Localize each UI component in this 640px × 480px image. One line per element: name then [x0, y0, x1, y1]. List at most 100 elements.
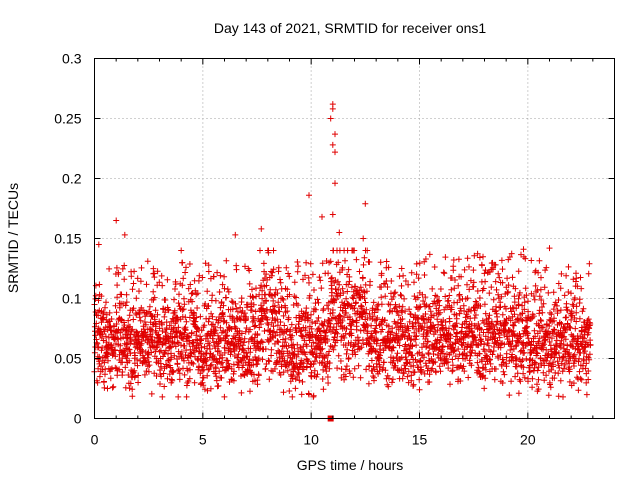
- data-point: [452, 340, 459, 347]
- data-point: [167, 343, 174, 350]
- data-point: [363, 366, 370, 373]
- data-point: [426, 371, 433, 378]
- data-point: [294, 268, 301, 275]
- data-point: [448, 286, 455, 293]
- data-point: [287, 326, 294, 333]
- data-point: [319, 345, 326, 352]
- data-point: [103, 299, 109, 306]
- data-point-outlier: [416, 386, 423, 393]
- data-point: [131, 268, 138, 275]
- data-point: [272, 332, 279, 339]
- data-point: [146, 340, 153, 347]
- data-point: [424, 324, 431, 331]
- data-point: [382, 293, 389, 300]
- data-point: [181, 343, 188, 349]
- data-point: [407, 337, 414, 344]
- data-point: [521, 349, 528, 356]
- data-point: [106, 265, 113, 272]
- data-point: [176, 370, 183, 377]
- data-point: [346, 278, 353, 285]
- data-point-outlier: [178, 247, 185, 254]
- data-point: [182, 327, 189, 334]
- data-point: [559, 368, 566, 375]
- data-point: [132, 373, 138, 380]
- data-point: [435, 321, 442, 328]
- data-point: [323, 368, 330, 375]
- data-point: [145, 368, 152, 375]
- data-point: [167, 364, 174, 371]
- data-point: [550, 363, 557, 370]
- data-point: [512, 373, 519, 380]
- data-point: [531, 296, 538, 303]
- data-point: [561, 361, 568, 368]
- data-point: [312, 353, 319, 360]
- data-point: [217, 272, 224, 279]
- data-point: [586, 356, 593, 363]
- data-point: [215, 332, 221, 339]
- data-point: [289, 332, 296, 339]
- data-point: [369, 305, 376, 312]
- data-point: [278, 304, 285, 311]
- data-point: [277, 279, 284, 286]
- data-point: [158, 272, 165, 279]
- data-point: [481, 348, 488, 355]
- data-point: [531, 327, 538, 334]
- data-point: [337, 358, 344, 364]
- data-point: [395, 312, 402, 319]
- data-point: [450, 326, 457, 333]
- data-point: [342, 257, 348, 264]
- data-point: [561, 365, 567, 372]
- data-point: [214, 269, 221, 276]
- data-point: [189, 343, 196, 350]
- data-point: [538, 274, 544, 281]
- data-point: [257, 247, 263, 254]
- data-point: [426, 251, 433, 258]
- data-point: [511, 293, 518, 300]
- data-point: [500, 368, 507, 375]
- data-point: [101, 359, 108, 366]
- data-point: [551, 375, 558, 382]
- data-point: [309, 319, 316, 325]
- data-point: [176, 291, 182, 298]
- data-point: [216, 289, 223, 295]
- data-point: [229, 306, 236, 313]
- data-point: [274, 322, 281, 329]
- data-point: [325, 270, 332, 277]
- data-point: [471, 252, 478, 259]
- data-point: [486, 290, 493, 297]
- data-point: [212, 365, 219, 372]
- data-point: [523, 324, 530, 331]
- x-axis-label: GPS time / hours: [297, 457, 404, 473]
- data-point: [279, 295, 286, 302]
- data-point: [571, 351, 578, 358]
- data-point: [578, 285, 585, 292]
- data-point: [413, 332, 420, 339]
- data-point: [149, 334, 156, 340]
- data-point: [413, 342, 420, 349]
- data-point: [482, 278, 489, 285]
- data-point: [130, 316, 137, 323]
- data-point: [105, 357, 111, 364]
- data-point: [537, 317, 544, 323]
- data-point: [275, 339, 282, 346]
- data-point: [467, 352, 474, 359]
- data-point: [180, 336, 187, 342]
- data-point: [146, 303, 153, 310]
- data-point: [579, 308, 586, 315]
- data-point: [415, 275, 422, 282]
- data-point: [248, 307, 255, 314]
- data-point: [463, 318, 470, 325]
- data-point: [268, 319, 275, 326]
- data-point: [327, 258, 334, 265]
- data-point: [343, 350, 350, 357]
- data-point: [429, 365, 436, 372]
- data-point: [106, 309, 113, 316]
- data-point: [202, 356, 209, 363]
- data-point: [299, 378, 306, 385]
- data-point: [486, 312, 493, 319]
- data-point: [539, 342, 546, 349]
- data-point: [286, 291, 293, 298]
- data-point: [377, 349, 384, 356]
- data-point: [389, 325, 396, 332]
- data-point: [205, 268, 212, 275]
